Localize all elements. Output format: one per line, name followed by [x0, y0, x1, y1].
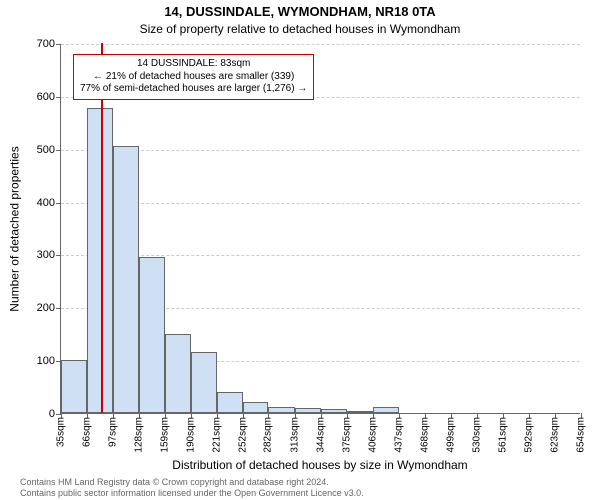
histogram-bar — [268, 407, 294, 413]
ytick-label: 0 — [49, 408, 55, 420]
xtick-label: 282sqm — [263, 417, 274, 453]
xtick-label: 437sqm — [393, 417, 404, 453]
xtick-label: 499sqm — [445, 417, 456, 453]
ytick-mark — [56, 203, 61, 204]
ytick-label: 600 — [37, 91, 55, 103]
histogram-bar — [295, 408, 321, 413]
xtick-label: 344sqm — [315, 417, 326, 453]
footer-line-2: Contains public sector information licen… — [20, 488, 364, 498]
histogram-bar — [165, 334, 191, 413]
ytick-mark — [56, 44, 61, 45]
histogram-bar — [139, 257, 165, 413]
xtick-label: 97sqm — [108, 417, 119, 447]
xtick-label: 128sqm — [134, 417, 145, 453]
x-axis-title: Distribution of detached houses by size … — [60, 458, 580, 472]
histogram-bar — [243, 402, 268, 413]
ytick-mark — [56, 150, 61, 151]
y-axis-title-text: Number of detached properties — [8, 146, 22, 311]
histogram-bar — [87, 108, 113, 414]
xtick-label: 654sqm — [576, 417, 587, 453]
annotation-box: 14 DUSSINDALE: 83sqm← 21% of detached ho… — [73, 54, 314, 100]
ytick-label: 400 — [37, 197, 55, 209]
chart-container: 14, DUSSINDALE, WYMONDHAM, NR18 0TA Size… — [0, 0, 600, 500]
ytick-label: 100 — [37, 355, 55, 367]
ytick-label: 700 — [37, 38, 55, 50]
xtick-label: 623sqm — [549, 417, 560, 453]
ytick-mark — [56, 255, 61, 256]
histogram-bar — [61, 360, 87, 413]
y-axis-title: Number of detached properties — [8, 44, 22, 414]
xtick-label: 406sqm — [367, 417, 378, 453]
title-sub: Size of property relative to detached ho… — [0, 22, 600, 36]
ytick-mark — [56, 97, 61, 98]
histogram-bar — [373, 407, 399, 413]
xtick-label: 375sqm — [341, 417, 352, 453]
gridline — [61, 44, 580, 45]
histogram-bar — [321, 409, 347, 413]
xtick-label: 190sqm — [186, 417, 197, 453]
xtick-label: 468sqm — [419, 417, 430, 453]
annotation-line: 77% of semi-detached houses are larger (… — [80, 83, 307, 96]
xtick-label: 159sqm — [160, 417, 171, 453]
ytick-mark — [56, 308, 61, 309]
xtick-label: 592sqm — [523, 417, 534, 453]
xtick-label: 66sqm — [82, 417, 93, 447]
histogram-bar — [217, 392, 243, 413]
footer: Contains HM Land Registry data © Crown c… — [20, 477, 364, 498]
ytick-label: 200 — [37, 302, 55, 314]
xtick-label: 530sqm — [471, 417, 482, 453]
histogram-bar — [191, 352, 217, 413]
histogram-bar — [113, 146, 139, 413]
ytick-label: 500 — [37, 144, 55, 156]
footer-line-1: Contains HM Land Registry data © Crown c… — [20, 477, 364, 487]
xtick-label: 35sqm — [56, 417, 67, 447]
xtick-label: 561sqm — [497, 417, 508, 453]
annotation-line: ← 21% of detached houses are smaller (33… — [80, 71, 307, 84]
title-main: 14, DUSSINDALE, WYMONDHAM, NR18 0TA — [0, 4, 600, 19]
plot-area: 010020030040050060070035sqm66sqm97sqm128… — [60, 44, 580, 414]
ytick-label: 300 — [37, 249, 55, 261]
xtick-label: 221sqm — [212, 417, 223, 453]
xtick-label: 313sqm — [289, 417, 300, 453]
xtick-label: 252sqm — [238, 417, 249, 453]
histogram-bar — [347, 411, 373, 413]
annotation-line: 14 DUSSINDALE: 83sqm — [80, 58, 307, 71]
